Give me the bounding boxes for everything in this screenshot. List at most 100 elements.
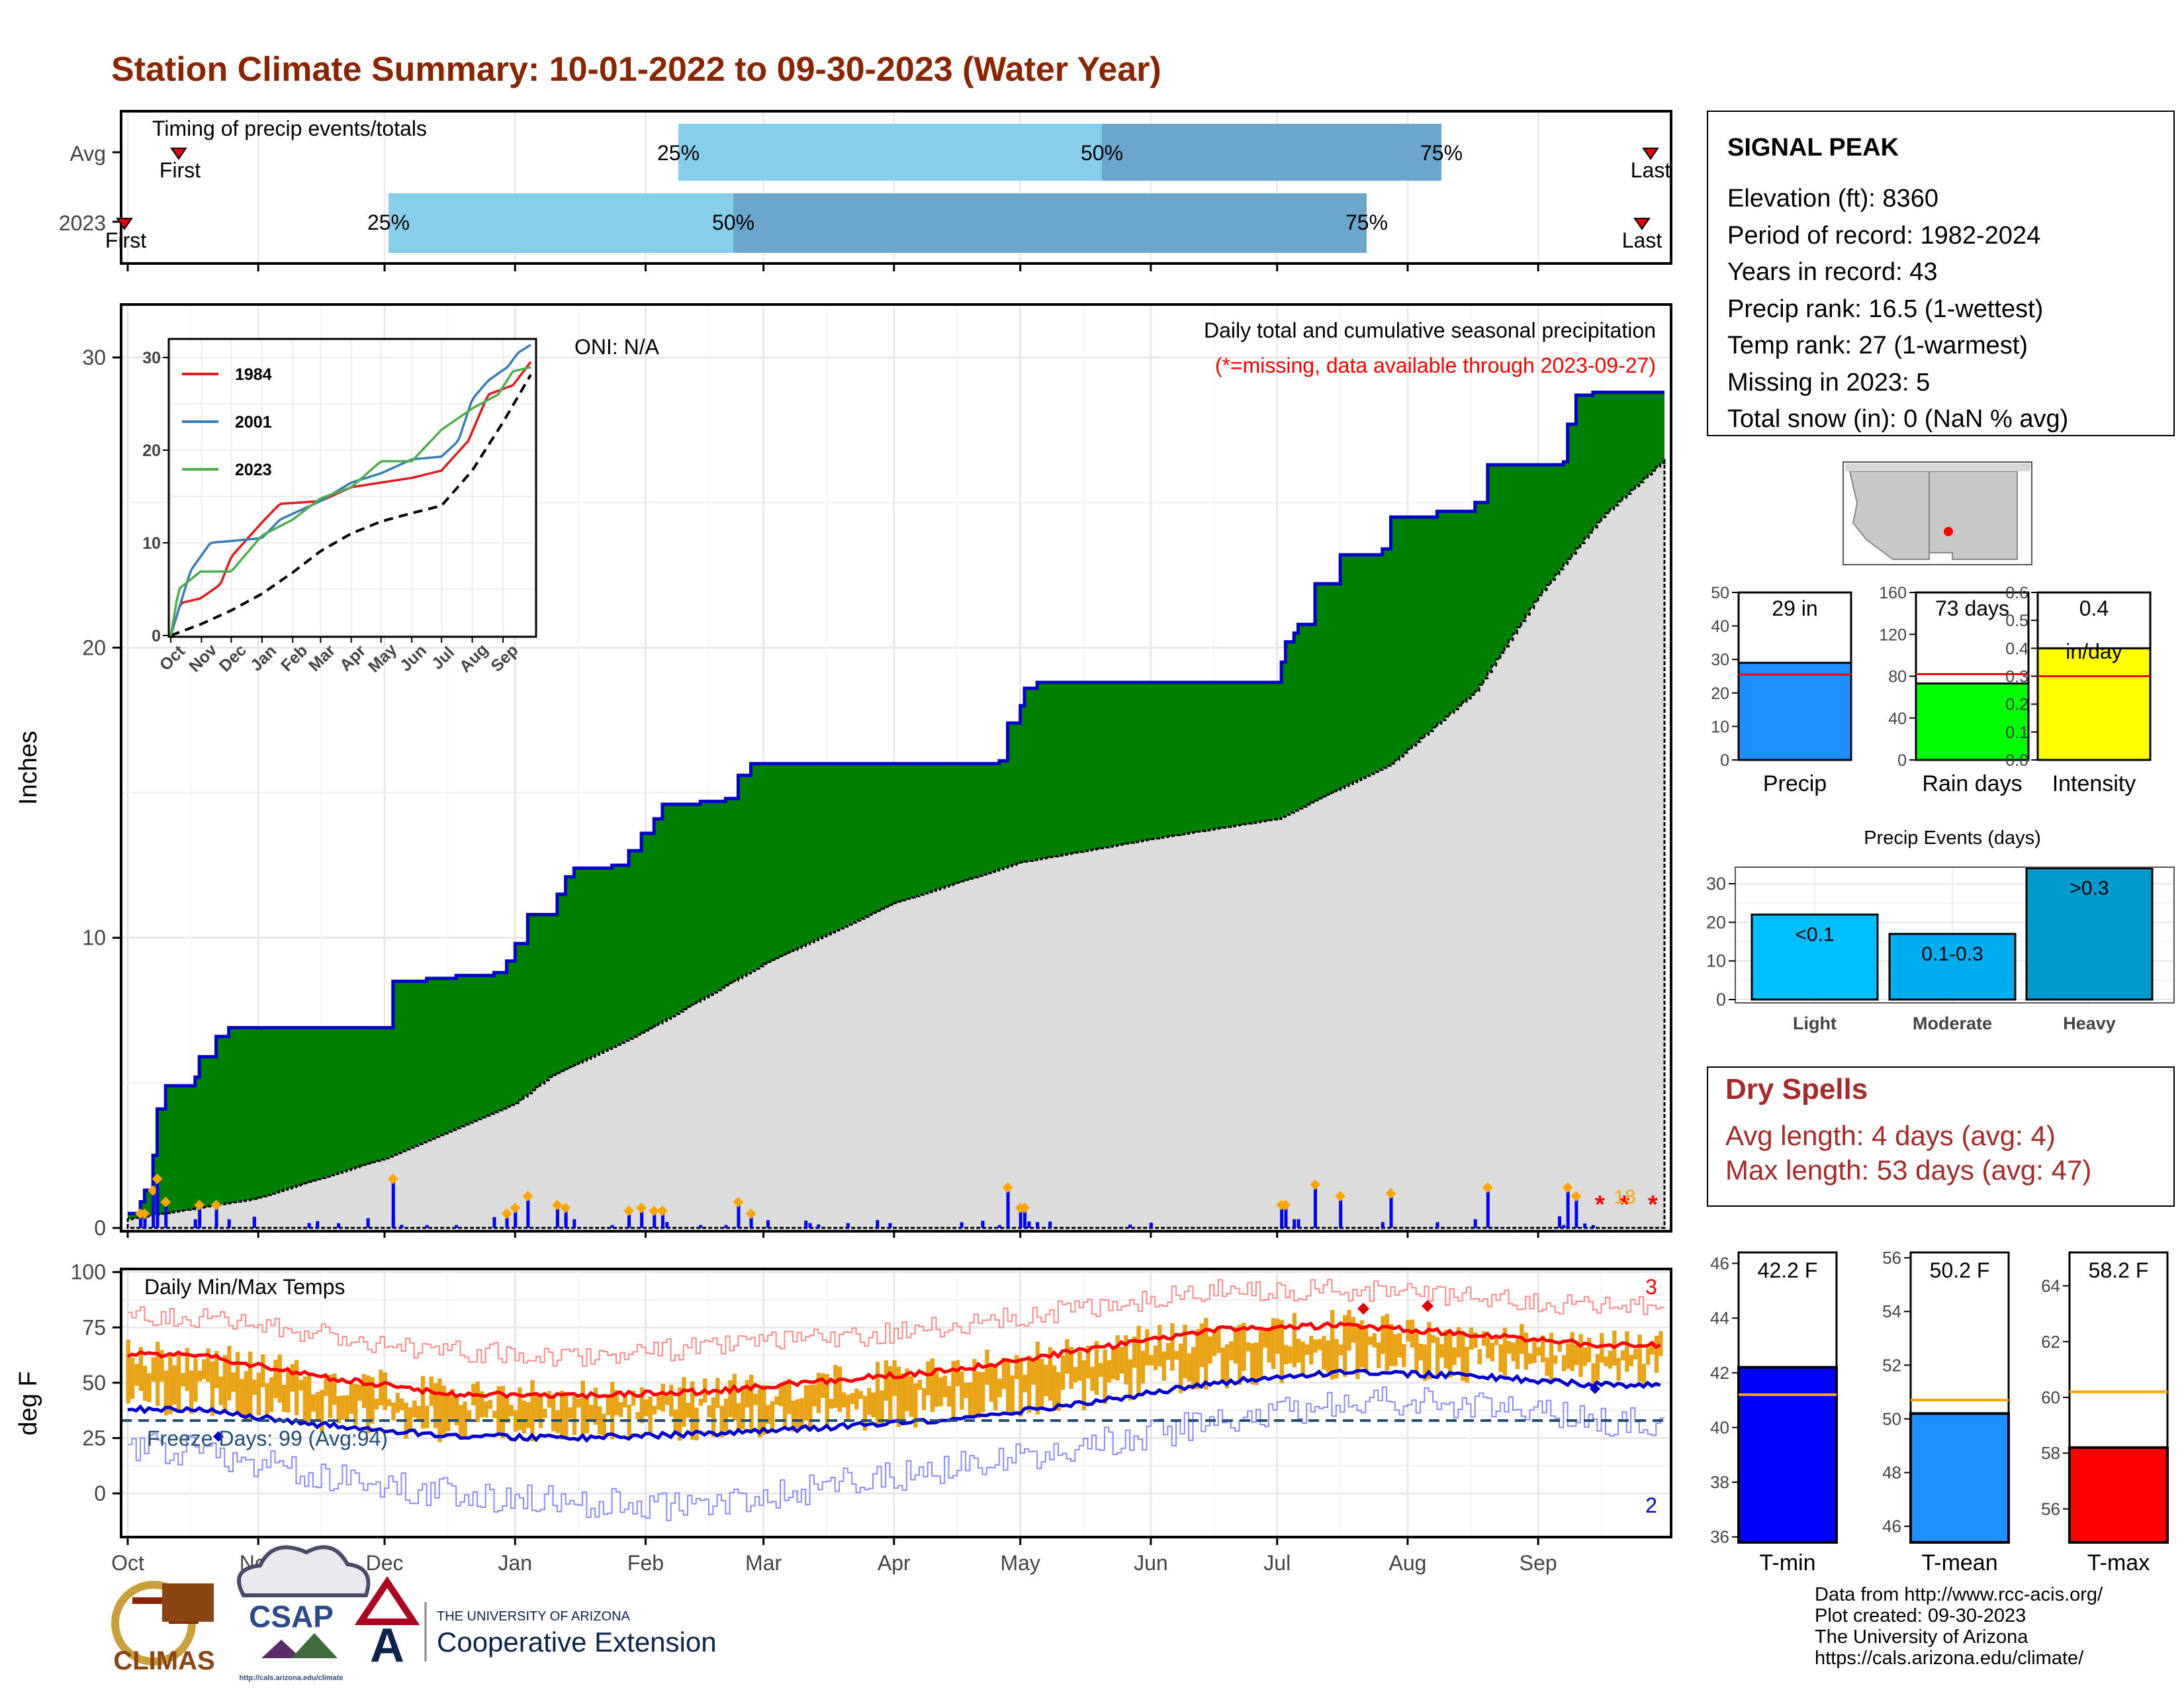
daily-temp-bar bbox=[858, 1391, 863, 1399]
heavy-event-marker bbox=[636, 1202, 647, 1213]
daily-temp-bar bbox=[1381, 1316, 1385, 1354]
daily-precip-bar bbox=[152, 1193, 156, 1228]
daily-temp-bar bbox=[235, 1352, 240, 1415]
precip-events-category-label: Light bbox=[1793, 1013, 1837, 1033]
daily-temp-bar bbox=[951, 1361, 956, 1421]
record-highs-count: 3 bbox=[1645, 1275, 1657, 1299]
daily-precip-bar bbox=[1284, 1207, 1288, 1228]
daily-precip-bar bbox=[804, 1220, 808, 1228]
daily-precip-bar bbox=[193, 1219, 197, 1228]
daily-temp-bar bbox=[841, 1392, 846, 1408]
timing-avg-bar-50-75 bbox=[1102, 124, 1441, 181]
mini-bar-value-label: 29 in bbox=[1772, 596, 1817, 620]
daily-temp-bar bbox=[1039, 1358, 1044, 1410]
daily-temp-bar bbox=[1532, 1339, 1537, 1364]
temp-summary-y-tick-label: 46 bbox=[1710, 1254, 1729, 1274]
daily-temp-bar bbox=[1397, 1333, 1402, 1358]
daily-temp-bar bbox=[1237, 1325, 1242, 1385]
freeze-days-label: Freeze Days: 99 (Avg:94) bbox=[147, 1427, 388, 1450]
daily-temp-bar bbox=[568, 1407, 572, 1419]
temp-panel-frame bbox=[120, 1268, 1672, 1538]
timing-panel: Timing of precip events/totals Avg 25% 5… bbox=[59, 110, 1672, 271]
temp-summary-y-tick-label: 64 bbox=[2041, 1276, 2060, 1296]
heavy-event-marker bbox=[649, 1205, 660, 1217]
heavy-event-marker bbox=[501, 1208, 512, 1219]
daily-temp-bar bbox=[1486, 1336, 1490, 1359]
mini-bar-y-tick-label: 20 bbox=[1711, 684, 1729, 703]
daily-temp-bar bbox=[400, 1398, 404, 1411]
daily-temp-bar bbox=[1600, 1333, 1604, 1363]
university-of-arizona-logo: A THE UNIVERSITY OF ARIZONA Cooperative … bbox=[354, 1575, 717, 1672]
daily-temp-bar bbox=[1481, 1331, 1486, 1346]
daily-temp-bar bbox=[723, 1399, 729, 1432]
daily-precip-bar bbox=[846, 1223, 850, 1228]
temp-summary-category-label: T-mean bbox=[1921, 1550, 1997, 1575]
daily-temp-bar bbox=[1313, 1339, 1318, 1353]
daily-precip-bar bbox=[425, 1225, 429, 1228]
mini-bar-y-tick-label: 80 bbox=[1888, 668, 1907, 686]
mini-bar-y-tick-label: 0.6 bbox=[2005, 584, 2028, 602]
daily-temp-bar bbox=[1553, 1355, 1558, 1364]
daily-temp-bar bbox=[1646, 1347, 1651, 1365]
mini-bar-unit-label: in/day bbox=[2066, 639, 2122, 663]
daily-temp-bar bbox=[206, 1348, 210, 1382]
heavy-event-marker bbox=[1570, 1191, 1582, 1202]
daily-temp-bar bbox=[1023, 1374, 1027, 1393]
figure-title: Station Climate Summary: 10-01-2022 to 0… bbox=[111, 50, 1161, 89]
daily-temp-bar bbox=[269, 1377, 274, 1412]
temp-summary-y-tick-label: 52 bbox=[1882, 1355, 1901, 1375]
daily-temp-bar bbox=[1263, 1329, 1267, 1348]
daily-temp-bar bbox=[580, 1380, 585, 1438]
daily-temp-bar bbox=[1132, 1336, 1137, 1368]
temp-summary-y-tick-label: 56 bbox=[2041, 1499, 2060, 1519]
timing-avg-last-marker bbox=[1642, 148, 1659, 160]
daily-temp-bar bbox=[598, 1406, 602, 1435]
daily-temp-bar bbox=[311, 1394, 316, 1412]
daily-temp-bar bbox=[1633, 1349, 1638, 1360]
daily-temp-bar bbox=[324, 1376, 328, 1396]
map-neighbor-region bbox=[1845, 463, 2030, 471]
station-total-snow: Total snow (in): 0 (NaN % avg) bbox=[1727, 405, 2068, 433]
inset-y-tick-label: 30 bbox=[142, 349, 161, 367]
daily-temp-bar bbox=[425, 1405, 430, 1429]
daily-temp-bar bbox=[459, 1405, 463, 1437]
daily-temp-bar bbox=[909, 1376, 914, 1417]
daily-temp-bar bbox=[799, 1397, 804, 1429]
daily-temp-bar bbox=[1170, 1323, 1175, 1371]
daily-temp-bar bbox=[732, 1374, 737, 1421]
daily-precip-bar bbox=[1583, 1223, 1587, 1228]
daily-temp-bar bbox=[1388, 1324, 1394, 1366]
daily-temp-bar bbox=[715, 1378, 720, 1409]
station-info-frame bbox=[1707, 111, 2175, 436]
temp-y-tick-label: 0 bbox=[94, 1481, 106, 1505]
heavy-event-marker bbox=[745, 1208, 756, 1219]
precip-y-tick-label: 20 bbox=[82, 635, 106, 659]
daily-precip-bar bbox=[337, 1223, 341, 1228]
precip-events-chart: Precip Events (days) <0.1 Light 0.1-0.3 Mode… bbox=[1706, 827, 2175, 1033]
credit-data-source: Data from http://www.rcc-acis.org/ bbox=[1815, 1584, 2103, 1605]
precip-events-title: Precip Events (days) bbox=[1864, 827, 2041, 849]
daily-precip-bar bbox=[564, 1218, 568, 1228]
daily-temp-bar bbox=[340, 1395, 345, 1420]
station-precip-rank: Precip rank: 16.5 (1-wettest) bbox=[1727, 295, 2043, 323]
daily-temp-bar bbox=[791, 1400, 796, 1432]
daily-temp-bar bbox=[1659, 1331, 1663, 1356]
heavy-event-marker bbox=[560, 1202, 571, 1213]
timing-avg-label-25: 25% bbox=[657, 141, 700, 165]
credit-institution: The University of Arizona bbox=[1815, 1626, 2028, 1648]
daily-temp-bar bbox=[1641, 1364, 1647, 1385]
mini-bar-y-tick-label: 50 bbox=[1711, 584, 1729, 602]
daily-temp-bar bbox=[643, 1399, 649, 1417]
temp-summary-y-tick-label: 48 bbox=[1882, 1463, 1901, 1483]
daily-temp-bar bbox=[1216, 1327, 1221, 1353]
daily-temp-bar bbox=[395, 1393, 400, 1413]
temp-summary-y-tick-label: 60 bbox=[2041, 1387, 2060, 1407]
daily-temp-bar bbox=[1014, 1355, 1019, 1380]
climas-logo: CLIMAS bbox=[111, 1581, 215, 1675]
timing-2023-label-75: 75% bbox=[1345, 211, 1388, 234]
daily-precip-bar bbox=[391, 1181, 395, 1228]
precip-events-category-label: Moderate bbox=[1913, 1013, 1992, 1033]
daily-temp-bar bbox=[694, 1407, 699, 1440]
temp-summary-y-tick-label: 50 bbox=[1882, 1409, 1901, 1429]
daily-temp-bar bbox=[602, 1413, 606, 1436]
